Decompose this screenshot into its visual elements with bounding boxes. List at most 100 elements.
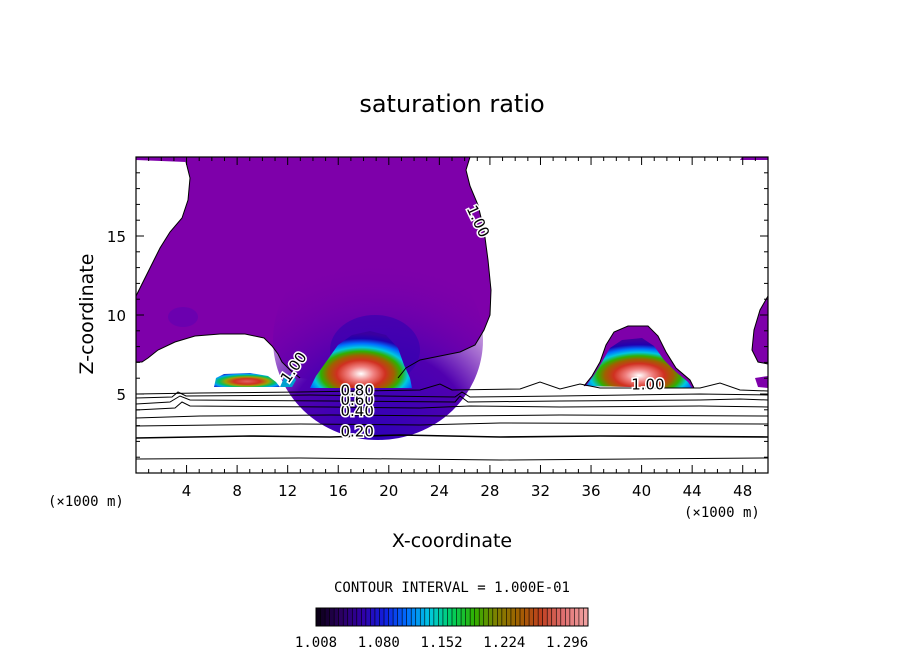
colorbar-swatch — [452, 608, 458, 626]
x-axis: 4 8 12 16 20 24 28 32 36 40 44 48 — [148, 157, 756, 500]
y-tick-label: 5 — [116, 386, 126, 404]
colorbar-swatch — [524, 608, 530, 626]
x-tick-label: 8 — [232, 482, 242, 500]
colorbar-swatch — [415, 608, 421, 626]
colorbar-labels: 1.008 1.080 1.152 1.224 1.296 — [295, 635, 588, 651]
contour-label: 0.20 — [340, 423, 373, 441]
supersat-blob-1b — [280, 374, 296, 387]
x-tick-label: 48 — [733, 482, 752, 500]
saturated-region-right-low — [755, 376, 768, 388]
colorbar-swatch — [356, 608, 362, 626]
colorbar-tick-label: 1.224 — [483, 635, 525, 651]
colorbar-swatch — [424, 608, 430, 626]
colorbar-swatch — [538, 608, 544, 626]
x-tick-label: 36 — [581, 482, 600, 500]
x-unit-left: (×1000 m) — [48, 494, 124, 510]
colorbar-swatch — [542, 608, 548, 626]
colorbar-swatch — [578, 608, 584, 626]
colorbar-swatch — [334, 608, 340, 626]
x-tick-label: 40 — [632, 482, 651, 500]
x-tick-label: 20 — [379, 482, 398, 500]
contour-interval: CONTOUR INTERVAL = 1.000E-01 — [334, 580, 570, 596]
colorbar-swatch — [374, 608, 380, 626]
colorbar-swatch — [365, 608, 371, 626]
small-cell — [168, 307, 198, 327]
colorbar-swatch — [343, 608, 349, 626]
colorbar-swatch — [316, 608, 322, 626]
x-tick-label: 12 — [278, 482, 297, 500]
colorbar-swatch — [488, 608, 494, 626]
contour-lines — [136, 157, 768, 461]
colorbar-swatch — [569, 608, 575, 626]
colorbar-swatch — [556, 608, 562, 626]
colorbar-swatch — [520, 608, 526, 626]
y-tick-label: 15 — [107, 228, 126, 246]
y-axis: 5 10 15 — [107, 172, 768, 458]
x-tick-label: 16 — [329, 482, 348, 500]
colorbar-swatch — [470, 608, 476, 626]
colorbar-swatch — [406, 608, 412, 626]
colorbar-swatch — [465, 608, 471, 626]
colorbar-swatch — [461, 608, 467, 626]
colorbar-swatch — [329, 608, 335, 626]
colorbar-swatch — [379, 608, 385, 626]
contour-label: 0.40 — [340, 402, 373, 420]
chart-title: saturation ratio — [359, 90, 544, 118]
supersat-blob-3-core — [586, 338, 692, 388]
colorbar — [315, 607, 589, 627]
colorbar-swatch — [361, 608, 367, 626]
colorbar-swatch — [583, 608, 589, 626]
colorbar-swatch — [370, 608, 376, 626]
colorbar-swatch — [456, 608, 462, 626]
colorbar-swatch — [529, 608, 535, 626]
colorbar-swatch — [411, 608, 417, 626]
colorbar-swatch — [447, 608, 453, 626]
colorbar-swatch — [515, 608, 521, 626]
colorbar-swatch — [325, 608, 331, 626]
contour-label: 0.60 — [340, 391, 373, 409]
colorbar-swatch — [338, 608, 344, 626]
x-axis-label: X-coordinate — [392, 530, 512, 552]
supersat-blob-1 — [214, 373, 280, 387]
colorbar-swatch — [565, 608, 571, 626]
colorbar-swatch — [438, 608, 444, 626]
plot-area — [136, 157, 768, 461]
colorbar-swatch — [397, 608, 403, 626]
colorbar-tick-label: 1.296 — [546, 635, 588, 651]
contour-label: 0.80 — [340, 382, 373, 400]
colorbar-swatch — [510, 608, 516, 626]
clear-region-left — [136, 160, 190, 296]
colorbar-swatch — [402, 608, 408, 626]
colorbar-swatch — [429, 608, 435, 626]
colorbar-swatch — [474, 608, 480, 626]
colorbar-swatch — [442, 608, 448, 626]
colorbar-tick-label: 1.008 — [295, 635, 337, 651]
colorbar-frame — [315, 607, 589, 627]
supersat-blob-2 — [310, 331, 412, 388]
x-tick-label: 24 — [430, 482, 449, 500]
x-unit-right: (×1000 m) — [684, 505, 760, 521]
colorbar-swatch — [384, 608, 390, 626]
colorbar-swatch — [560, 608, 566, 626]
colorbar-swatch — [574, 608, 580, 626]
y-tick-label: 10 — [107, 307, 126, 325]
colorbar-swatch — [479, 608, 485, 626]
colorbar-swatch — [483, 608, 489, 626]
colorbar-swatch — [492, 608, 498, 626]
colorbar-tick-label: 1.080 — [358, 635, 400, 651]
colorbar-swatch — [393, 608, 399, 626]
x-tick-label: 32 — [531, 482, 550, 500]
contour-labels: 0.200.400.600.80 1.001.001.00 — [275, 201, 666, 442]
colorbar-swatch — [497, 608, 503, 626]
colorbar-swatch — [320, 608, 326, 626]
y-axis-label: Z-coordinate — [76, 254, 98, 375]
colorbar-swatch — [551, 608, 557, 626]
contour-label: 1.00 — [631, 375, 664, 393]
x-tick-label: 4 — [182, 482, 192, 500]
colorbar-swatch — [352, 608, 358, 626]
colorbar-swatch — [506, 608, 512, 626]
colorbar-swatch — [501, 608, 507, 626]
colorbar-swatch — [547, 608, 553, 626]
colorbar-tick-label: 1.152 — [420, 635, 462, 651]
